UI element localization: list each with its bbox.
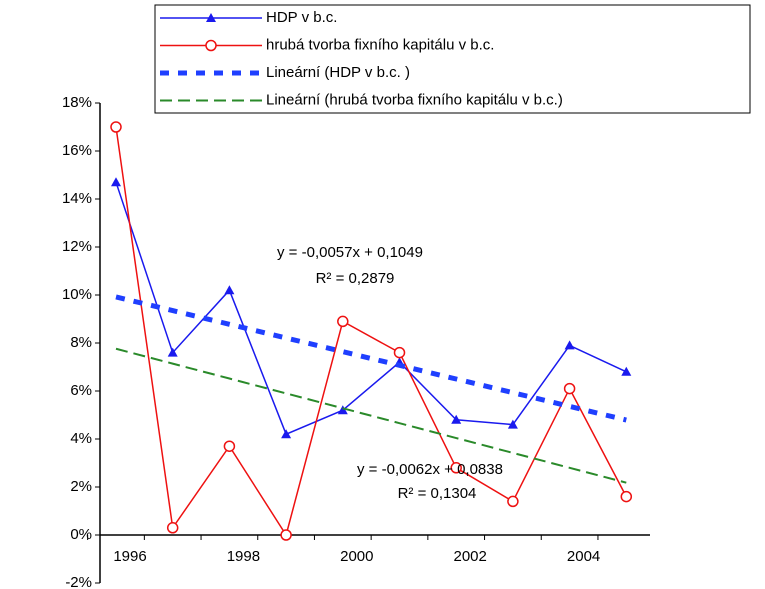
marker bbox=[167, 347, 178, 357]
series-line bbox=[115, 294, 627, 423]
x-tick-label: 2000 bbox=[340, 548, 373, 565]
marker bbox=[166, 522, 179, 534]
marker bbox=[563, 382, 576, 395]
marker bbox=[450, 462, 462, 474]
marker bbox=[451, 414, 462, 424]
marker bbox=[507, 419, 518, 429]
x-tick-label: 1998 bbox=[227, 548, 260, 565]
marker bbox=[620, 490, 633, 503]
x-tick-label: 2002 bbox=[454, 548, 487, 565]
series-line bbox=[115, 347, 627, 484]
legend-label: HDP v b.c. bbox=[266, 9, 337, 26]
marker bbox=[564, 340, 575, 350]
marker bbox=[110, 121, 122, 133]
y-tick-label: 10% bbox=[62, 286, 92, 303]
y-tick-label: 0% bbox=[70, 526, 92, 543]
y-tick-label: 18% bbox=[62, 94, 92, 111]
marker bbox=[281, 429, 292, 439]
y-tick-label: 12% bbox=[62, 238, 92, 255]
legend-label: Lineární (hrubá tvorba fixního kapitálu … bbox=[266, 91, 563, 108]
y-tick-label: 8% bbox=[70, 334, 92, 351]
x-tick-label: 2004 bbox=[567, 548, 600, 565]
y-tick-label: 4% bbox=[70, 430, 92, 447]
annotation: y = -0,0057x + 0,1049 bbox=[277, 244, 423, 261]
y-tick-label: 14% bbox=[62, 190, 92, 207]
annotation: R² = 0,1304 bbox=[398, 485, 477, 502]
legend-marker bbox=[206, 13, 216, 22]
marker bbox=[507, 495, 519, 508]
marker bbox=[337, 405, 348, 415]
marker bbox=[111, 177, 121, 187]
annotation: R² = 0,2879 bbox=[316, 270, 395, 287]
series-line bbox=[115, 181, 627, 436]
marker bbox=[280, 529, 292, 541]
marker bbox=[223, 440, 236, 452]
legend-label: Lineární (HDP v b.c. ) bbox=[266, 64, 410, 81]
series-line bbox=[115, 126, 627, 537]
marker bbox=[224, 285, 235, 295]
marker bbox=[621, 366, 632, 376]
marker bbox=[393, 346, 406, 359]
y-tick-label: 6% bbox=[70, 382, 92, 399]
legend-box bbox=[154, 4, 751, 114]
y-tick-label: -2% bbox=[65, 574, 92, 589]
y-tick-label: 2% bbox=[70, 478, 92, 495]
y-tick-label: 16% bbox=[62, 142, 92, 159]
annotation: y = -0,0062x + 0,0838 bbox=[357, 461, 503, 478]
x-tick-label: 1996 bbox=[113, 548, 146, 565]
legend-marker bbox=[205, 39, 217, 52]
marker bbox=[337, 315, 349, 328]
legend-label: hrubá tvorba fixního kapitálu v b.c. bbox=[266, 36, 494, 53]
